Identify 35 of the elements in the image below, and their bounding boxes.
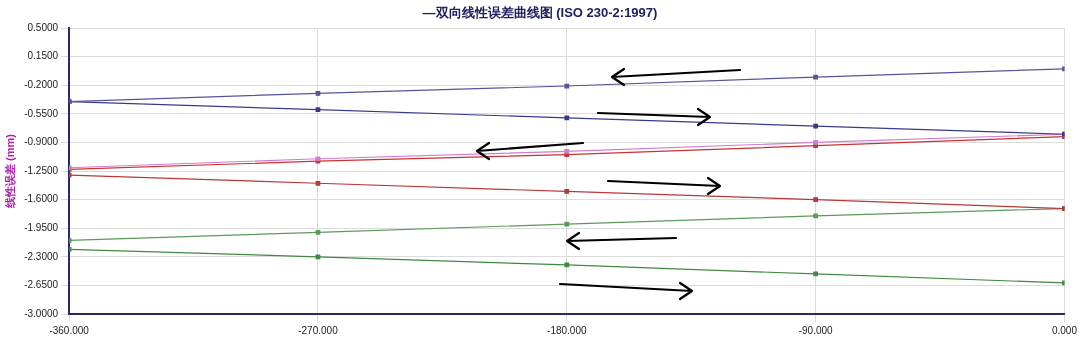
y-tick-label: 0.1500 (27, 50, 59, 62)
point (813, 213, 819, 219)
x-tick-label: -180.000 (547, 324, 587, 336)
point (813, 271, 819, 277)
point (315, 229, 321, 235)
point (813, 123, 819, 129)
y-tick-label: -1.9500 (24, 221, 59, 233)
y-tick-label: 0.5000 (27, 21, 59, 33)
point (315, 91, 321, 96)
y-tick-label: -3.0000 (24, 307, 59, 319)
point (564, 149, 570, 154)
point (564, 189, 570, 194)
point (564, 83, 570, 89)
point (315, 180, 321, 186)
x-tick-label: -90.000 (798, 324, 834, 336)
point (315, 107, 321, 113)
chart-title: —双向线性误差曲线图 (ISO 230-2:1997) (421, 4, 659, 22)
y-axis-title: 线性误差 (mm) (3, 133, 16, 209)
point (813, 74, 819, 80)
y-tick-label: -0.2000 (24, 78, 59, 90)
x-tick-label: -270.000 (298, 324, 339, 336)
point (813, 140, 819, 145)
y-tick-label: -2.6500 (24, 279, 59, 291)
y-tick-label: -1.2500 (24, 164, 59, 176)
x-tick-label: -360.000 (49, 324, 90, 336)
x-tick-label: 0.000 (1051, 324, 1078, 336)
point (564, 262, 570, 268)
y-tick-label: -0.9000 (24, 136, 59, 148)
point (564, 221, 570, 227)
y-tick-label: -2.3000 (24, 250, 59, 262)
point (315, 254, 321, 260)
point (564, 115, 570, 121)
point (813, 197, 819, 202)
y-tick-label: -1.6000 (24, 193, 59, 205)
y-tick-label: -0.5500 (24, 107, 59, 119)
